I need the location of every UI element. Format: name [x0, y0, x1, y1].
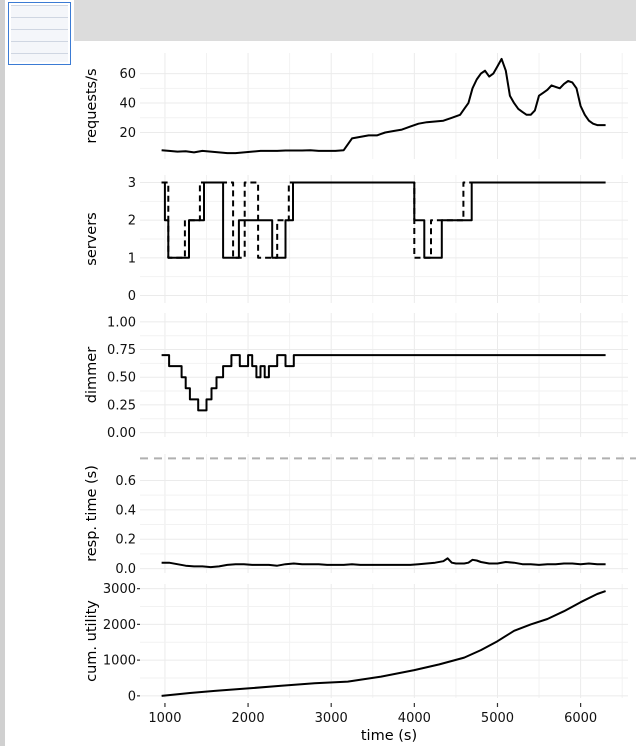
y-tick-label: 1.00 [107, 315, 136, 330]
x-tick-label: 2000 [232, 711, 265, 726]
y-tick-label: 40 [119, 97, 136, 112]
y-tick-label: 3000 [103, 582, 136, 597]
y-tick-label: 1 [128, 251, 136, 266]
x-tick-label: 6000 [564, 711, 597, 726]
x-tick-label: 5000 [481, 711, 514, 726]
y-tick-label: 0 [128, 289, 136, 304]
y-tick-label: 0.0 [115, 562, 136, 577]
series-line [161, 590, 606, 697]
series-line [161, 354, 606, 412]
y-axis-title: cum. utility [84, 600, 100, 682]
viewer-toolbar [74, 0, 636, 42]
x-tick-label: 1000 [148, 711, 181, 726]
y-axis-title: servers [84, 212, 100, 265]
chart-figure: 204060requests/s0123servers0.000.250.500… [84, 53, 636, 744]
thumbnail-sidebar [0, 0, 75, 746]
y-tick-label: 0.00 [107, 426, 136, 441]
y-axis-title: requests/s [84, 68, 100, 143]
document-page: 20 40 60 requests/s 0 1 2 3 servers 0.00 0.25 0.50 0… [74, 41, 636, 746]
y-tick-label: 20 [119, 126, 136, 141]
y-tick-label: 0.4 [115, 503, 136, 518]
series-line [161, 557, 606, 569]
y-axis-title: resp. time (s) [84, 465, 100, 562]
y-tick-label: 0.2 [115, 533, 136, 548]
page-thumbnail[interactable] [8, 2, 71, 65]
y-tick-label: 0.25 [107, 398, 136, 413]
series-line [161, 57, 606, 155]
thumbnail-preview [11, 5, 68, 62]
y-tick-label: 2000 [103, 618, 136, 633]
y-tick-label: 1000 [103, 654, 136, 669]
x-tick-label: 4000 [398, 711, 431, 726]
y-tick-label: 0 [128, 689, 136, 704]
y-tick-label: 0.75 [107, 343, 136, 358]
y-tick-label: 0.50 [107, 371, 136, 386]
y-tick-label: 60 [119, 67, 136, 82]
sidebar-edge [0, 0, 5, 746]
x-axis-title: time (s) [361, 728, 417, 744]
y-tick-label: 2 [128, 214, 136, 229]
series-line-dashed [161, 181, 606, 259]
x-tick-label: 3000 [315, 711, 348, 726]
series-line [161, 181, 606, 259]
y-tick-label: 3 [128, 176, 136, 191]
y-axis-title: dimmer [84, 347, 100, 403]
y-tick-label: 0.6 [115, 474, 136, 489]
